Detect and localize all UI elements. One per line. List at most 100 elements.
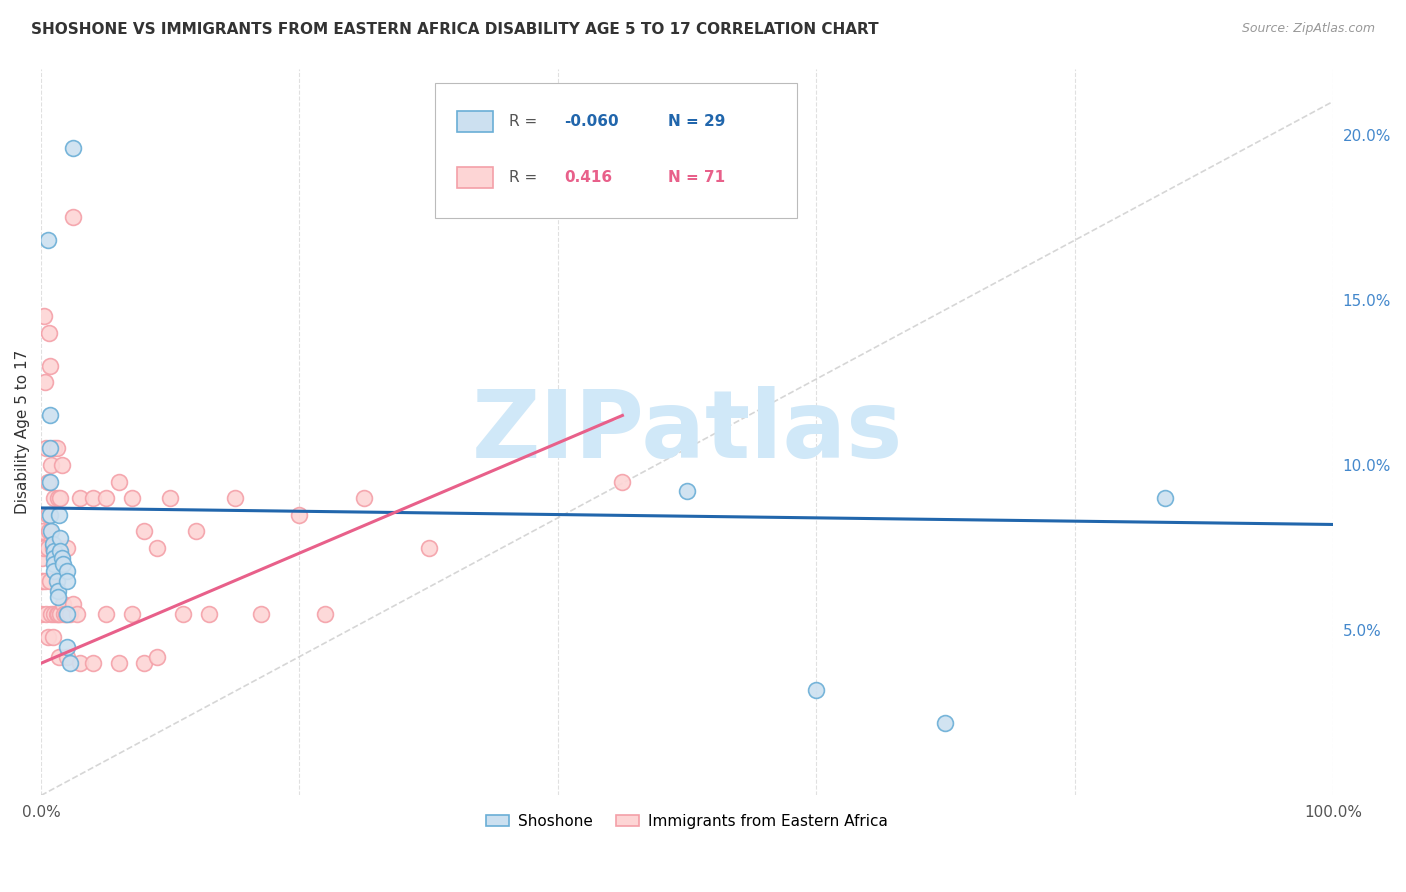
Point	[30, 574, 52, 588]
Point	[56, 564, 79, 578]
Point	[107, 475, 129, 489]
Point	[58, 607, 80, 621]
Point	[42, 564, 65, 578]
Point	[94, 491, 117, 505]
Legend: Shoshone, Immigrants from Eastern Africa: Shoshone, Immigrants from Eastern Africa	[479, 808, 894, 835]
Point	[418, 541, 440, 555]
Point	[224, 491, 246, 505]
Point	[37, 630, 59, 644]
Point	[34, 376, 56, 390]
Point	[58, 657, 80, 671]
Point	[31, 524, 53, 538]
Point	[55, 607, 77, 621]
Point	[46, 491, 69, 505]
Point	[42, 541, 65, 555]
Point	[35, 607, 58, 621]
Text: N = 29: N = 29	[668, 114, 725, 129]
Point	[49, 531, 72, 545]
Point	[42, 537, 65, 551]
Point	[32, 310, 55, 324]
Point	[39, 508, 62, 522]
Point	[41, 458, 63, 472]
Text: 0.416: 0.416	[564, 170, 613, 185]
Point	[934, 715, 956, 730]
Point	[42, 442, 65, 456]
Point	[62, 141, 84, 155]
Point	[46, 583, 69, 598]
Point	[107, 657, 129, 671]
Point	[45, 442, 67, 456]
Point	[46, 607, 69, 621]
Point	[42, 541, 65, 555]
Point	[32, 541, 55, 555]
Point	[676, 484, 699, 499]
Point	[82, 491, 104, 505]
Point	[37, 233, 59, 247]
Point	[41, 524, 63, 538]
Point	[353, 491, 375, 505]
Point	[38, 326, 60, 340]
Point	[30, 541, 52, 555]
Point	[66, 607, 89, 621]
Text: Source: ZipAtlas.com: Source: ZipAtlas.com	[1241, 22, 1375, 36]
Point	[51, 550, 73, 565]
Point	[45, 574, 67, 588]
Point	[52, 597, 75, 611]
Point	[38, 524, 60, 538]
Point	[159, 491, 181, 505]
Point	[31, 574, 53, 588]
Point	[56, 649, 79, 664]
Point	[42, 550, 65, 565]
Point	[121, 491, 143, 505]
Point	[42, 607, 65, 621]
Point	[42, 630, 65, 644]
Point	[37, 475, 59, 489]
Point	[49, 607, 72, 621]
Point	[69, 491, 91, 505]
Point	[37, 541, 59, 555]
Point	[612, 475, 634, 489]
Text: SHOSHONE VS IMMIGRANTS FROM EASTERN AFRICA DISABILITY AGE 5 TO 17 CORRELATION CH: SHOSHONE VS IMMIGRANTS FROM EASTERN AFRI…	[31, 22, 879, 37]
Point	[288, 508, 311, 522]
Point	[82, 657, 104, 671]
Point	[48, 649, 70, 664]
Text: ZIPatlas: ZIPatlas	[471, 386, 903, 478]
Point	[52, 557, 75, 571]
Point	[51, 458, 73, 472]
Point	[806, 682, 828, 697]
Text: R =: R =	[509, 170, 547, 185]
Point	[69, 657, 91, 671]
Point	[121, 607, 143, 621]
Point	[172, 607, 194, 621]
Point	[39, 359, 62, 373]
Text: N = 71: N = 71	[668, 170, 724, 185]
Point	[198, 607, 221, 621]
Point	[146, 649, 169, 664]
Point	[42, 557, 65, 571]
Point	[56, 574, 79, 588]
Point	[56, 640, 79, 654]
Point	[249, 607, 271, 621]
Point	[62, 210, 84, 224]
Point	[39, 475, 62, 489]
Y-axis label: Disability Age 5 to 17: Disability Age 5 to 17	[15, 350, 30, 514]
Point	[37, 508, 59, 522]
Point	[62, 597, 84, 611]
Point	[34, 574, 56, 588]
Point	[35, 442, 58, 456]
Point	[41, 607, 63, 621]
Point	[39, 409, 62, 423]
Point	[56, 607, 79, 621]
FancyBboxPatch shape	[434, 83, 797, 218]
Point	[134, 524, 156, 538]
Point	[1154, 491, 1177, 505]
Point	[94, 607, 117, 621]
Point	[48, 508, 70, 522]
Point	[39, 574, 62, 588]
Point	[42, 491, 65, 505]
Point	[42, 544, 65, 558]
Point	[31, 550, 53, 565]
Point	[314, 607, 336, 621]
Point	[46, 590, 69, 604]
Point	[53, 607, 76, 621]
